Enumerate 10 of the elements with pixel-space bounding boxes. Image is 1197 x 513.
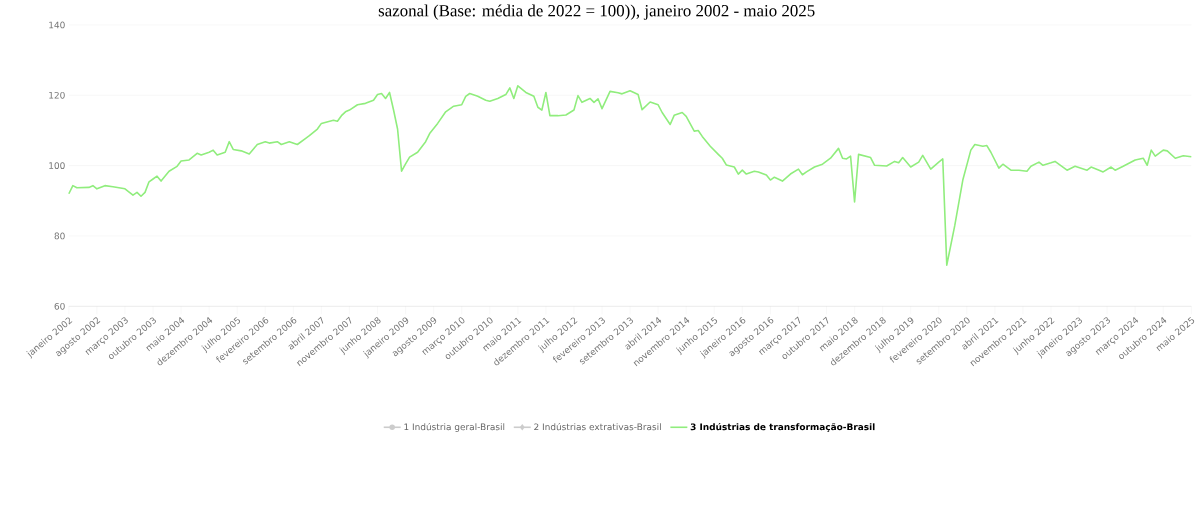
y-tick-label: 140: [49, 21, 65, 29]
y-tick-label: 60: [54, 302, 65, 310]
legend-label: 3 Indústrias de transformação-Brasil: [690, 423, 875, 432]
chart-title: sazonal (Base: média de 2022 = 100)), janeiro 2002 - maio 2025: [378, 4, 815, 20]
y-tick-label: 100: [49, 162, 65, 170]
legend-label: 2 Indústrias extrativas-Brasil: [534, 423, 661, 431]
line-series: [68, 85, 1193, 267]
y-tick-label: 120: [49, 91, 65, 99]
y-tick-label: 80: [54, 232, 65, 240]
legend-label: 1 Indústria geral-Brasil: [404, 423, 505, 433]
